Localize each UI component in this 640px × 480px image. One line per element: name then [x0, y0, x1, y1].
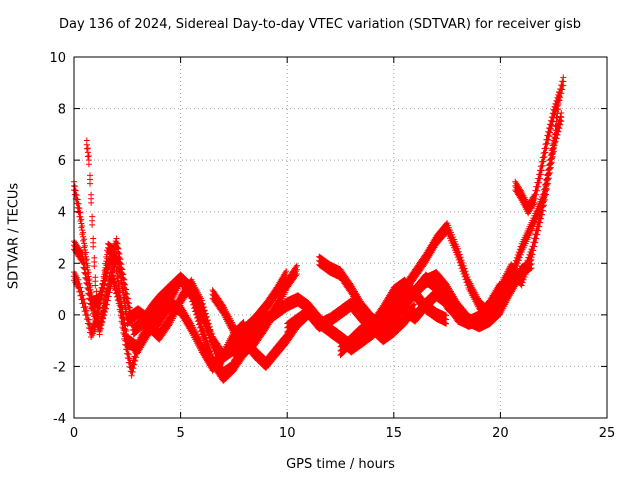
y-tick-label: 4	[58, 206, 66, 221]
series-markers	[337, 110, 565, 359]
series-sat-j	[390, 89, 563, 330]
chart-title: Day 136 of 2024, Sidereal Day-to-day VTE…	[58, 17, 582, 32]
series-markers	[316, 253, 535, 333]
data-points	[71, 74, 567, 384]
x-tick-label: 5	[176, 426, 184, 441]
y-tick-label: -4	[53, 412, 66, 427]
grid	[74, 57, 607, 418]
y-axis-label: SDTVAR / TECUs	[6, 182, 22, 290]
y-tick-label: 8	[58, 103, 66, 118]
y-tick-label: 2	[58, 257, 66, 272]
y-tick-label: 0	[58, 309, 66, 324]
series-markers	[512, 74, 567, 217]
axes: 0 5 10 15 20 25 -4 -2 0 2 4 6 8 10	[49, 51, 615, 441]
x-tick-label: 10	[279, 426, 296, 441]
series-sat-i	[337, 110, 565, 359]
y-tick-label: 6	[58, 154, 66, 169]
y-tick-label: 10	[49, 51, 66, 66]
series-sat-h	[316, 253, 535, 333]
series-markers	[390, 89, 563, 330]
x-tick-label: 15	[386, 426, 403, 441]
x-axis-label: GPS time / hours	[286, 457, 395, 472]
x-tick-label: 0	[70, 426, 78, 441]
series-sat-k	[512, 74, 567, 217]
x-tick-label: 25	[599, 426, 616, 441]
plot-frame	[73, 56, 608, 419]
y-tick-label: -2	[53, 360, 66, 375]
x-tick-label: 20	[492, 426, 509, 441]
